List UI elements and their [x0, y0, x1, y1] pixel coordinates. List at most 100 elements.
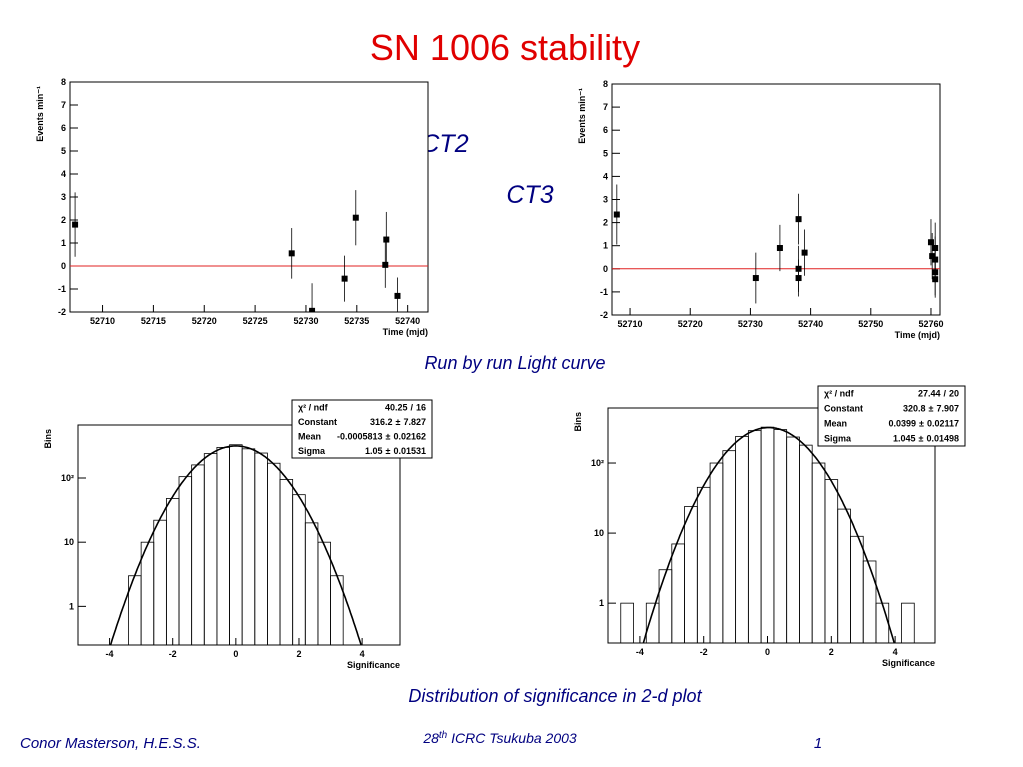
data-point	[929, 253, 936, 260]
slide-title: SN 1006 stability	[370, 27, 640, 68]
x-tick-label: 0	[765, 647, 770, 657]
chart: -4 -2 0 2 4 1 10 10² Significance Bins χ² / ndf 40.…	[43, 399, 433, 670]
y-tick-label: 1	[61, 238, 66, 248]
stats-value: 0.0399	[888, 419, 916, 429]
x-tick-label: 2	[296, 649, 301, 659]
stats-error: 7.827	[403, 417, 426, 427]
y-axis-label: Bins	[43, 429, 53, 449]
x-axis-label: Time (mjd)	[895, 330, 940, 340]
footer-text: ICRC Tsukuba 2003	[447, 730, 577, 746]
y-tick-label: 7	[603, 102, 608, 112]
x-tick-label: -4	[106, 649, 114, 659]
stats-error: 0.02117	[927, 419, 959, 429]
data-point	[288, 250, 295, 257]
data-point	[795, 275, 802, 282]
y-tick-label: 5	[603, 148, 608, 158]
stats-separator: ±	[396, 417, 401, 427]
x-tick-label: 4	[360, 649, 365, 659]
x-axis-label: Significance	[882, 658, 935, 668]
stats-value: 1.045	[893, 434, 916, 444]
stats-error: 16	[416, 402, 426, 412]
y-tick-label: 3	[603, 195, 608, 205]
y-tick-label: 6	[603, 125, 608, 135]
stats-error: 20	[949, 389, 959, 399]
y-tick-label: 10²	[61, 473, 74, 483]
stats-name: Mean	[298, 431, 321, 441]
stats-value: 1.05	[365, 446, 383, 456]
y-tick-label: 10	[594, 528, 604, 538]
data-point	[752, 275, 759, 282]
x-tick-label: 52720	[678, 319, 703, 329]
y-tick-label: 10	[64, 537, 74, 547]
y-tick-label: 1	[599, 598, 604, 608]
stats-separator: ±	[929, 404, 934, 414]
y-tick-label: 5	[61, 146, 66, 156]
caption: Distribution of significance in 2-d plot	[408, 686, 702, 706]
y-tick-label: 1	[69, 601, 74, 611]
y-tick-label: 4	[61, 169, 66, 179]
stats-box	[817, 385, 966, 447]
data-point	[394, 292, 401, 299]
stats-value: 0.0399 ±0.02117	[888, 419, 959, 429]
stats-box	[291, 399, 433, 459]
stats-value: -0.0005813 ±0.02162	[337, 431, 426, 441]
data-point	[613, 211, 620, 218]
plot-frame	[77, 424, 401, 646]
stats-separator: ±	[386, 446, 391, 456]
y-tick-label: 2	[61, 215, 66, 225]
x-tick-label: 52710	[618, 319, 643, 329]
stats-value: 1.045 ±0.01498	[893, 434, 959, 444]
y-tick-label: 2	[603, 218, 608, 228]
stats-separator: /	[410, 402, 413, 412]
x-tick-label: 0	[233, 649, 238, 659]
caption: Run by run Light curve	[424, 353, 605, 373]
stats-error: 0.02162	[393, 431, 426, 441]
stats-error: 7.907	[936, 404, 959, 414]
fit-curve	[109, 445, 362, 645]
y-tick-label: -2	[58, 307, 66, 317]
stats-value: 27.44/20	[918, 389, 959, 399]
stats-error: 0.01498	[926, 434, 959, 444]
y-tick-label: 10²	[591, 458, 604, 468]
y-axis-label: Bins	[573, 412, 583, 432]
ct2-label: CT2	[421, 130, 468, 158]
footer-author: Conor Masterson, H.E.S.S.	[20, 735, 201, 752]
x-tick-label: 52730	[738, 319, 763, 329]
data-point	[927, 239, 934, 246]
y-tick-label: -1	[58, 284, 66, 294]
data-point	[932, 276, 939, 283]
data-point	[309, 307, 316, 312]
stats-name: χ² / ndf	[824, 389, 855, 399]
fit-curve	[642, 426, 896, 643]
stats-value: 40.25/16	[385, 402, 426, 412]
y-tick-label: 8	[61, 77, 66, 87]
data-point	[801, 249, 808, 256]
x-tick-label: 52740	[798, 319, 823, 329]
stats-value: 1.05 ±0.01531	[365, 446, 426, 456]
y-tick-label: 0	[603, 264, 608, 274]
stats-value: 320.8	[903, 404, 926, 414]
data-point	[341, 275, 348, 282]
x-tick-label: 52725	[243, 316, 268, 326]
data-point	[72, 221, 79, 228]
stats-separator: ±	[919, 434, 924, 444]
x-axis-label: Time (mjd)	[383, 327, 428, 337]
x-tick-label: 4	[893, 647, 898, 657]
x-tick-label: 52715	[141, 316, 166, 326]
stats-name: Sigma	[298, 446, 326, 456]
x-tick-label: -2	[700, 647, 708, 657]
x-tick-label: 52760	[918, 319, 943, 329]
y-axis-label: Events min⁻¹	[577, 88, 587, 144]
page-number: 1	[814, 735, 822, 752]
plot-frame	[69, 81, 429, 313]
y-tick-label: 1	[603, 241, 608, 251]
x-tick-label: 52730	[293, 316, 318, 326]
stats-name: Constant	[824, 404, 863, 414]
stats-value: -0.0005813	[337, 431, 383, 441]
x-tick-label: 52735	[344, 316, 369, 326]
chart: -4 -2 0 2 4 1 10 10² Significance Bins χ² / ndf 27.…	[573, 385, 966, 668]
x-tick-label: -2	[169, 649, 177, 659]
histogram-bar	[901, 602, 915, 643]
x-tick-label: 52740	[395, 316, 420, 326]
